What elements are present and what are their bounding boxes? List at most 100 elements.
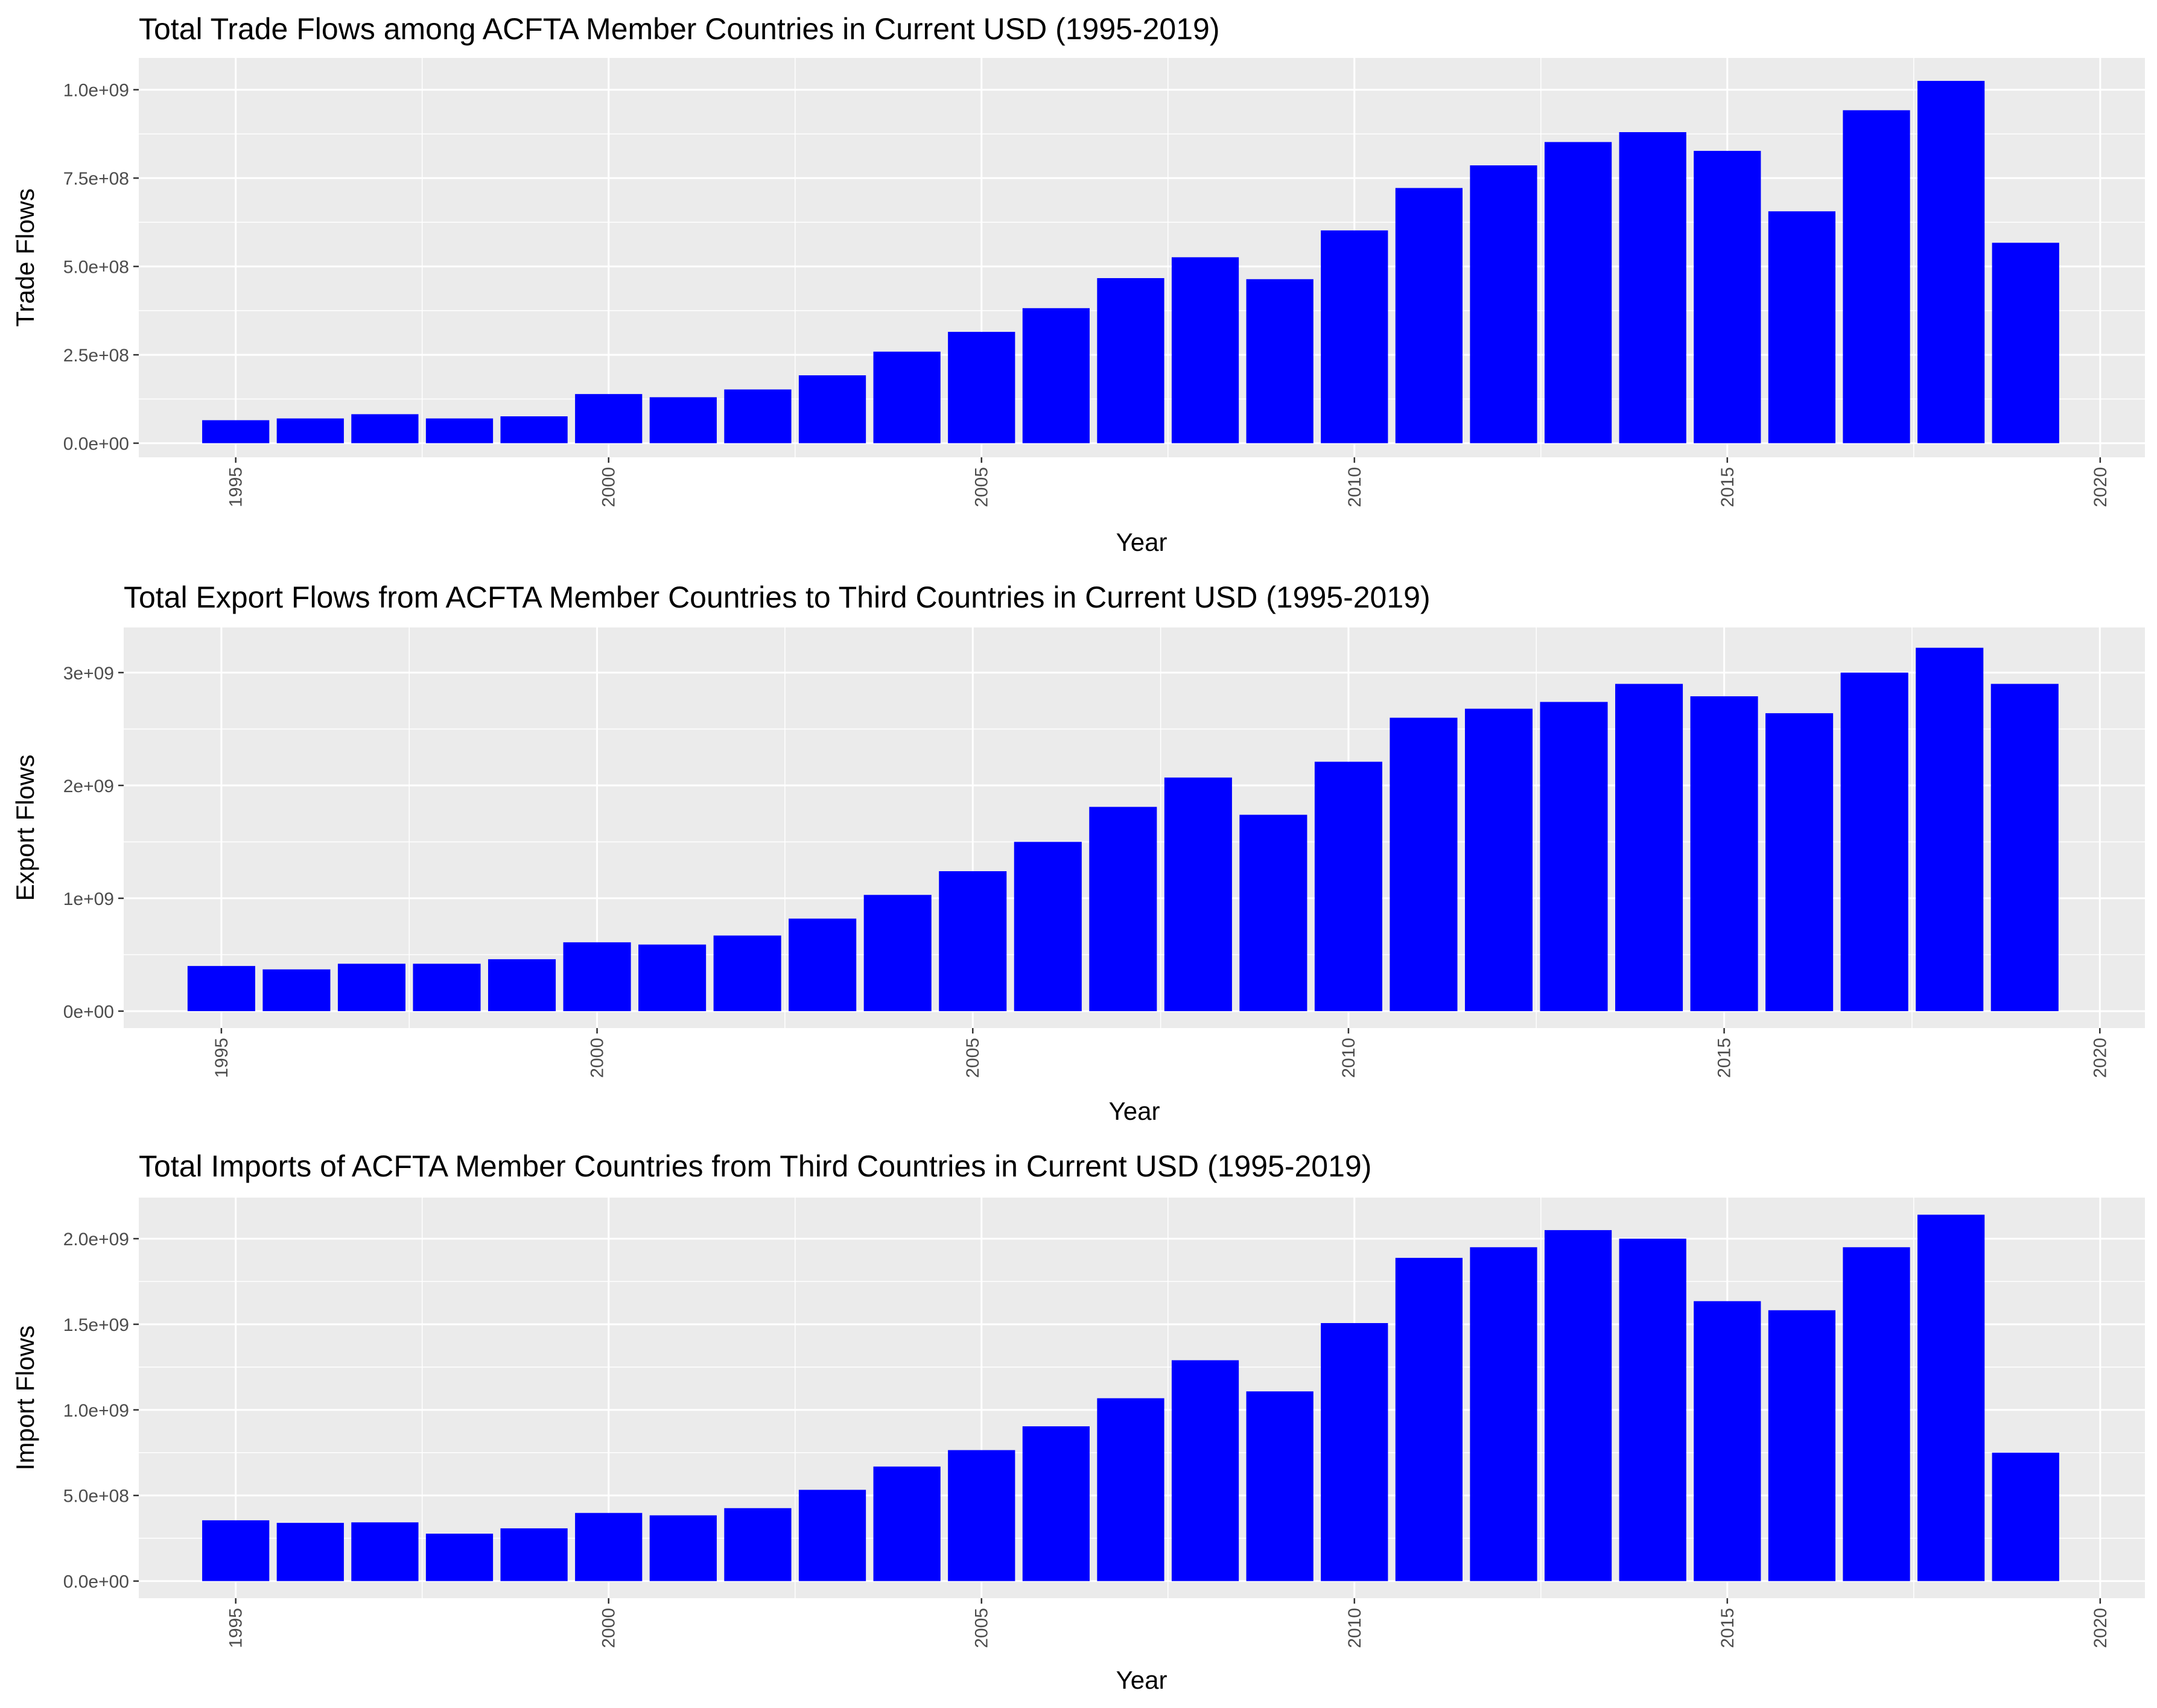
bar-2006 — [1022, 308, 1090, 443]
bar-2003 — [798, 375, 866, 443]
bar-2008 — [1171, 257, 1239, 443]
y-tick-label: 1e+09 — [63, 889, 114, 909]
x-tick-label: 1995 — [226, 1608, 246, 1648]
bar-1997 — [351, 1522, 419, 1581]
x-tick-label: 2020 — [2090, 1038, 2110, 1078]
x-tick-label: 2005 — [972, 1608, 992, 1648]
y-tick-label: 0e+00 — [63, 1002, 114, 1022]
x-tick-label: 2020 — [2091, 467, 2111, 507]
bar-2014 — [1615, 684, 1683, 1011]
y-tick-label: 0.0e+00 — [63, 434, 129, 454]
x-axis-title: Year — [1109, 1097, 1160, 1125]
bar-2017 — [1843, 1247, 1910, 1581]
bar-2000 — [575, 1513, 643, 1581]
bar-2001 — [649, 397, 717, 443]
bar-1996 — [262, 969, 331, 1011]
bar-2011 — [1390, 717, 1458, 1011]
bar-2012 — [1464, 708, 1533, 1011]
bars — [202, 1214, 2059, 1581]
bar-2005 — [948, 332, 1015, 443]
bar-2017 — [1840, 672, 1908, 1011]
bar-1995 — [187, 966, 255, 1011]
bar-2017 — [1843, 110, 1910, 443]
bar-2013 — [1540, 702, 1608, 1011]
x-tick-label: 2015 — [1718, 467, 1738, 507]
y-tick-labels: 0.0e+00 2.5e+08 5.0e+08 7.5e+08 1.0e+09 — [63, 81, 139, 454]
bar-1997 — [337, 964, 406, 1011]
bar-2010 — [1314, 761, 1382, 1011]
bar-1999 — [500, 1528, 568, 1581]
bar-2016 — [1768, 211, 1836, 443]
bar-2001 — [638, 944, 707, 1011]
bar-2007 — [1097, 278, 1164, 443]
y-axis-title: Export Flows — [11, 755, 39, 901]
y-tick-label: 5.0e+08 — [63, 1487, 129, 1506]
bar-2019 — [1990, 684, 2059, 1011]
y-tick-label: 0.0e+00 — [63, 1572, 129, 1592]
bar-2009 — [1246, 1391, 1314, 1581]
bar-2010 — [1321, 230, 1388, 443]
y-tick-label: 2.0e+09 — [63, 1230, 129, 1249]
x-tick-label: 2010 — [1345, 467, 1365, 507]
bar-2001 — [649, 1515, 717, 1581]
x-tick-label: 2000 — [599, 1608, 619, 1648]
chart-import-flows: Total Imports of ACFTA Member Countries … — [11, 1149, 2145, 1694]
x-tick-label: 2010 — [1345, 1608, 1365, 1648]
bar-2007 — [1097, 1398, 1164, 1581]
y-axis-title: Trade Flows — [11, 188, 39, 327]
bar-2004 — [873, 1466, 941, 1581]
bar-2002 — [713, 935, 781, 1011]
x-tick-labels: 1995 2000 2005 2010 2015 2020 — [226, 1598, 2111, 1648]
y-tick-label: 1.0e+09 — [63, 1401, 129, 1421]
bar-1996 — [276, 1523, 344, 1581]
bar-2006 — [1022, 1426, 1090, 1581]
x-tick-labels: 1995 2000 2005 2010 2015 2020 — [226, 457, 2111, 507]
x-tick-label: 2015 — [1715, 1038, 1735, 1078]
bar-2013 — [1544, 1230, 1612, 1581]
bar-2016 — [1768, 1310, 1836, 1581]
y-tick-label: 1.5e+09 — [63, 1315, 129, 1335]
y-tick-labels: 0.0e+00 5.0e+08 1.0e+09 1.5e+09 2.0e+09 — [63, 1230, 139, 1592]
bar-2003 — [798, 1490, 866, 1581]
y-tick-label: 2e+09 — [63, 776, 114, 796]
bar-2015 — [1694, 1301, 1761, 1581]
bar-2015 — [1690, 696, 1758, 1011]
x-tick-label: 1995 — [226, 467, 246, 507]
x-tick-label: 1995 — [212, 1038, 232, 1078]
bar-2014 — [1619, 1239, 1686, 1581]
x-tick-label: 2005 — [972, 467, 992, 507]
bar-1995 — [202, 420, 270, 443]
bar-2003 — [789, 918, 857, 1011]
bar-2013 — [1544, 142, 1612, 443]
bar-2008 — [1164, 777, 1232, 1011]
bar-1998 — [425, 418, 494, 443]
bar-2004 — [863, 895, 932, 1011]
bar-2008 — [1171, 1360, 1239, 1581]
bars — [187, 647, 2059, 1011]
bar-1999 — [500, 416, 568, 443]
bar-1998 — [413, 964, 481, 1011]
bar-1997 — [351, 414, 419, 443]
bar-2011 — [1395, 1257, 1463, 1581]
chart-trade-flows: Total Trade Flows among ACFTA Member Cou… — [11, 12, 2145, 556]
chart-title: Total Trade Flows among ACFTA Member Cou… — [139, 12, 1219, 46]
bar-2009 — [1246, 279, 1314, 443]
bar-2012 — [1470, 1247, 1537, 1581]
bar-2000 — [575, 394, 643, 443]
chart-export-flows: Total Export Flows from ACFTA Member Cou… — [11, 580, 2145, 1125]
bar-2009 — [1239, 814, 1307, 1011]
bar-1998 — [425, 1534, 494, 1581]
bar-2012 — [1470, 165, 1537, 443]
bar-2007 — [1089, 807, 1157, 1011]
bar-2019 — [1992, 1452, 2059, 1581]
y-tick-label: 2.5e+08 — [63, 346, 129, 366]
bar-1995 — [202, 1520, 270, 1581]
x-tick-label: 2005 — [963, 1038, 983, 1078]
bar-2005 — [939, 871, 1007, 1011]
x-tick-labels: 1995 2000 2005 2010 2015 2020 — [212, 1028, 2110, 1078]
bar-1999 — [488, 959, 556, 1011]
bar-2002 — [724, 389, 792, 443]
bar-2006 — [1014, 842, 1082, 1011]
bar-2018 — [1916, 647, 1984, 1011]
